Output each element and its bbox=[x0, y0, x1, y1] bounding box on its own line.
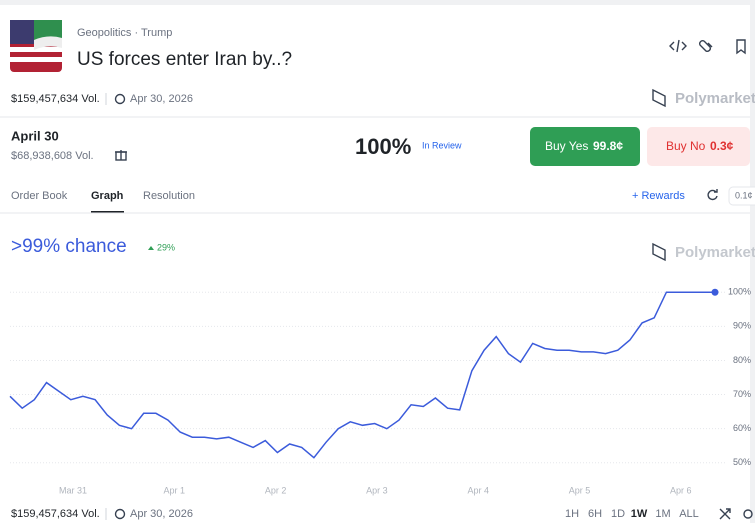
change: 29% bbox=[157, 242, 175, 252]
range-option[interactable]: 6H bbox=[588, 508, 602, 520]
range-option[interactable]: 1M bbox=[655, 508, 670, 520]
market-image bbox=[10, 20, 62, 72]
y-tick-label: 70% bbox=[733, 389, 751, 399]
card bbox=[0, 5, 750, 523]
range-option[interactable]: 1D bbox=[611, 508, 625, 520]
x-tick-label: Apr 2 bbox=[265, 485, 287, 495]
page: Geopolitics · Trump US forces enter Iran… bbox=[0, 0, 755, 523]
outcome-name: April 30 bbox=[11, 128, 59, 143]
buy-no-label: Buy No bbox=[666, 139, 706, 153]
rewards[interactable]: + Rewards bbox=[632, 190, 685, 202]
brand: Polymarket bbox=[675, 90, 755, 107]
x-tick-label: Apr 1 bbox=[164, 485, 186, 495]
no-price: 0.3¢ bbox=[710, 139, 734, 153]
buy-no-button[interactable]: Buy No 0.3¢ bbox=[647, 127, 750, 166]
y-tick-label: 50% bbox=[733, 457, 751, 467]
y-tick-label: 90% bbox=[733, 321, 751, 331]
spread: 0.1¢ bbox=[735, 190, 753, 200]
x-tick-label: Apr 4 bbox=[467, 485, 489, 495]
end-date: Apr 30, 2026 bbox=[130, 93, 193, 105]
app: Geopolitics · Trump US forces enter Iran… bbox=[0, 0, 755, 523]
breadcrumb[interactable]: Geopolitics · Trump bbox=[77, 27, 172, 39]
x-tick-label: Apr 6 bbox=[670, 485, 692, 495]
market-title: US forces enter Iran by..? bbox=[77, 49, 292, 70]
y-tick-label: 100% bbox=[728, 287, 751, 297]
current-point bbox=[712, 289, 719, 296]
watermark: Polymarket bbox=[675, 244, 755, 261]
x-tick-label: Mar 31 bbox=[59, 485, 87, 495]
range-option[interactable]: 1W bbox=[631, 508, 648, 520]
outcome-volume: $68,938,608 Vol. bbox=[11, 150, 94, 162]
tab[interactable]: Order Book bbox=[11, 190, 68, 202]
y-tick-label: 60% bbox=[733, 423, 751, 433]
total-volume: $159,457,634 Vol. bbox=[11, 93, 100, 105]
tab-active[interactable]: Graph bbox=[91, 190, 124, 202]
footer-volume: $159,457,634 Vol. bbox=[11, 508, 100, 520]
buy-yes-button[interactable]: Buy Yes 99.8¢ bbox=[530, 127, 640, 166]
tab[interactable]: Resolution bbox=[143, 190, 195, 202]
x-tick-label: Apr 5 bbox=[569, 485, 591, 495]
chart-title: >99% chance bbox=[11, 236, 127, 257]
probability: 100% bbox=[355, 134, 411, 159]
range-option[interactable]: 1H bbox=[565, 508, 579, 520]
footer-end-date: Apr 30, 2026 bbox=[130, 508, 193, 520]
x-tick-label: Apr 3 bbox=[366, 485, 388, 495]
range-option[interactable]: ALL bbox=[679, 508, 699, 520]
yes-price: 99.8¢ bbox=[593, 139, 623, 153]
y-tick-label: 80% bbox=[733, 355, 751, 365]
status: In Review bbox=[422, 140, 462, 150]
buy-yes-label: Buy Yes bbox=[545, 139, 588, 153]
